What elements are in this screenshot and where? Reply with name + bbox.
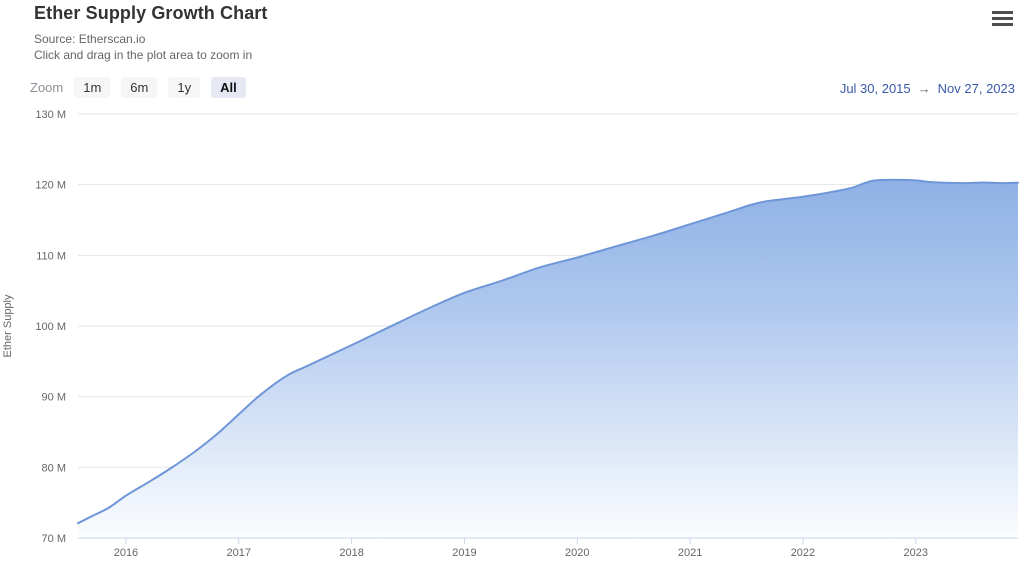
- x-axis-label-2019: 2019: [452, 547, 476, 559]
- chart-subtitle-hint: Click and drag in the plot area to zoom …: [34, 48, 253, 62]
- hamburger-icon: [991, 16, 1013, 20]
- y-axis-label-80: 80 M: [42, 462, 66, 474]
- y-axis-label-120: 120 M: [35, 180, 66, 192]
- area-series-fill: [78, 179, 1018, 538]
- zoom-button-1y[interactable]: 1y: [168, 77, 201, 98]
- x-axis-label-2016: 2016: [114, 547, 138, 559]
- chart-title: Ether Supply Growth Chart: [34, 3, 268, 23]
- zoom-toolbar-label: Zoom: [30, 80, 64, 95]
- x-axis-label-2018: 2018: [339, 547, 363, 559]
- date-range-to[interactable]: Nov 27, 2023: [937, 81, 1015, 96]
- zoom-button-6m[interactable]: 6m: [121, 77, 158, 98]
- arrow-right-icon: →: [917, 81, 931, 96]
- date-range-from[interactable]: Jul 30, 2015: [839, 81, 911, 96]
- y-axis-label-110: 110 M: [36, 250, 66, 262]
- zoom-button-1m[interactable]: 1m: [74, 77, 111, 98]
- x-axis-label-2021: 2021: [678, 547, 702, 559]
- area-series-line: [77, 178, 1019, 525]
- y-axis-label-70: 70 M: [42, 533, 66, 545]
- x-axis-label-2017: 2017: [227, 547, 251, 559]
- zoom-button-all[interactable]: All: [211, 77, 246, 98]
- zoom-toolbar: Zoom 1m 6m 1y All: [30, 76, 246, 99]
- x-axis-label-2022: 2022: [791, 547, 815, 559]
- date-range-display: Jul 30, 2015 → Nov 27, 2023: [840, 81, 1015, 96]
- plot-area[interactable]: [78, 114, 1018, 538]
- y-axis-label-130: 130 M: [35, 109, 66, 121]
- x-axis-label-2023: 2023: [904, 547, 928, 559]
- y-axis-label-90: 90 M: [42, 392, 66, 404]
- hamburger-icon: [991, 22, 1013, 26]
- hamburger-icon: [991, 10, 1013, 14]
- y-axis-title: Ether Supply: [2, 294, 14, 357]
- y-axis-label-100: 100 M: [35, 321, 66, 333]
- chart-context-menu-button[interactable]: [987, 6, 1017, 30]
- chart-subtitle-source: Source: Etherscan.io: [34, 32, 146, 46]
- x-axis-label-2020: 2020: [565, 547, 589, 559]
